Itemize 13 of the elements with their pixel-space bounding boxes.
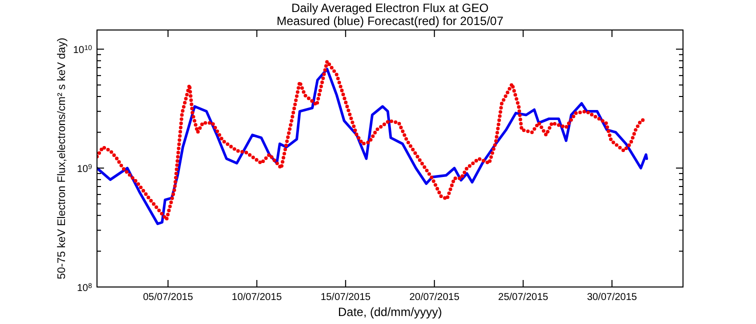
y-tick-label: 10$^{9}$ [76,164,92,176]
y-tick-label: 10$^{8}$ [76,282,92,294]
x-tick-label: 20/07/2015 [409,292,460,303]
chart-title: Daily Averaged Electron Flux at GEO [291,1,489,15]
y-tick-label: 10$^{10}$ [73,44,92,56]
x-tick-label: 05/07/2015 [143,292,194,303]
y-axis-title: 50-75 keV Electron Flux,electrons/cm² s keV day) [56,38,68,280]
chart-subtitle: Measured (blue) Forecast(red) for 2015/07 [276,14,504,28]
x-tick-label: 15/07/2015 [320,292,372,303]
x-tick-label: 30/07/2015 [586,292,638,303]
x-tick-label: 25/07/2015 [498,292,549,303]
x-tick-label: 10/07/2015 [232,292,282,303]
x-axis-title: Date, (dd/mm/yyyy) [338,305,442,319]
